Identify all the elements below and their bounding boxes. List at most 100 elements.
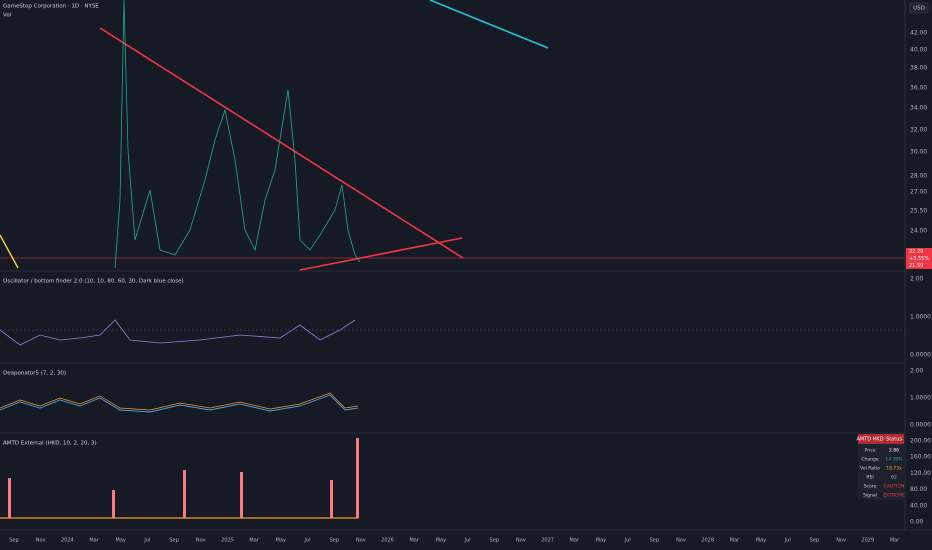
pane-tick-label: 80.00 — [910, 486, 927, 493]
table-cell: Vol Ratio — [860, 466, 880, 472]
time-tick-label: Jul — [464, 538, 471, 544]
time-tick-label: 2025 — [221, 538, 234, 544]
oscillator-line — [0, 319, 356, 346]
currency-button[interactable] — [909, 2, 929, 14]
time-tick-label: 2027 — [541, 538, 554, 544]
pane-tick-label: 200.00 — [910, 438, 931, 445]
price-tick-label: 38.00 — [910, 65, 927, 72]
pane-title: AMTD External (HKD, 10, 2, 20, 3) — [3, 441, 97, 447]
spike — [356, 438, 359, 518]
price-tick-label: 36.00 — [910, 85, 927, 92]
time-tick-label: Nov — [676, 538, 686, 544]
pane-tick-label: 2.00 — [910, 368, 924, 375]
table-cell: EXTREME — [883, 493, 904, 499]
time-tick-label: Mar — [89, 538, 99, 544]
chart-title: GameStop Corporation · 1D · NYSE — [3, 4, 99, 10]
table-header-bg — [858, 434, 904, 444]
spike — [240, 472, 243, 518]
price-tick-label: 27.00 — [910, 189, 927, 196]
time-tick-label: 2028 — [701, 538, 714, 544]
table-bg — [858, 434, 904, 500]
table-cell: 2.86 — [889, 448, 899, 454]
time-tick-label: May — [596, 538, 606, 544]
pane-tick-label: 1.0000 — [910, 395, 931, 402]
price-badge-text: 21.59 — [909, 263, 923, 269]
price-tick-label: 32.00 — [910, 127, 927, 134]
time-tick-label: Nov — [356, 538, 366, 544]
spike — [8, 478, 11, 518]
spike — [112, 490, 115, 518]
time-tick-label: Sep — [490, 538, 499, 544]
time-tick-label: Nov — [196, 538, 206, 544]
pane-tick-label: 0.0000 — [910, 352, 931, 359]
price-badge — [906, 255, 932, 262]
time-tick-label: Nov — [36, 538, 46, 544]
price-series — [114, 0, 361, 269]
pane-tick-label: 40.00 — [910, 502, 927, 509]
price-badge — [906, 248, 932, 255]
oscillator-line — [0, 392, 359, 411]
time-tick-label: May — [756, 538, 766, 544]
table-cell: CAUTION — [884, 484, 905, 490]
time-tick-label: Sep — [169, 538, 178, 544]
time-tick-label: Mar — [570, 538, 580, 544]
table-cell: Change — [861, 457, 878, 463]
price-tick-label: 34.00 — [910, 105, 927, 112]
price-badge — [906, 262, 932, 269]
time-tick-label: Sep — [9, 538, 18, 544]
pane-title: Deaponator5 (7, 2, 30) — [3, 371, 66, 377]
pane-tick-label: 2.00 — [910, 276, 924, 283]
time-tick-label: Jul — [624, 538, 631, 544]
price-tick-label: 40.00 — [910, 47, 927, 54]
spike — [330, 480, 333, 518]
time-tick-label: Nov — [836, 538, 846, 544]
oscillator-line — [0, 394, 359, 413]
currency[interactable]: USD — [913, 6, 925, 12]
time-tick-label: Jul — [784, 538, 791, 544]
time-tick-label: Mar — [730, 538, 740, 544]
table-header: Status — [886, 437, 902, 443]
time-tick-label: May — [276, 538, 286, 544]
trend-line — [99, 27, 464, 259]
time-tick-label: Mar — [249, 538, 259, 544]
time-tick-label: Jul — [303, 538, 310, 544]
price-tick-label: 25.50 — [910, 208, 927, 215]
time-tick-label: Jul — [143, 538, 150, 544]
price-tick-label: 30.00 — [910, 149, 927, 156]
volume-label: Vol — [3, 13, 12, 19]
time-tick-label: May — [116, 538, 126, 544]
table-cell: 14.39% — [885, 457, 903, 463]
table-header: AMTD HKD — [856, 437, 883, 443]
time-tick-label: Mar — [409, 538, 419, 544]
spike — [183, 470, 186, 518]
table-cell: Price — [865, 448, 876, 454]
price-badge-text: +3.55% — [909, 256, 929, 262]
time-tick-label: 2026 — [381, 538, 394, 544]
pane-tick-label: 120.00 — [910, 470, 931, 477]
time-tick-label: 2024 — [61, 538, 74, 544]
time-tick-label: May — [436, 538, 446, 544]
time-tick-label: Nov — [516, 538, 526, 544]
price-badge-text: 22.29 — [909, 249, 923, 255]
pane-tick-label: 0.0000 — [910, 422, 931, 429]
table-cell: RSI — [866, 475, 873, 481]
price-tick-label: 24.00 — [910, 228, 927, 235]
pane-tick-label: 0.00 — [910, 519, 924, 526]
table-cell: Score — [864, 484, 877, 490]
time-tick-label: Sep — [650, 538, 659, 544]
pane-tick-label: 1.0000 — [910, 314, 931, 321]
table-cell: Signal — [863, 493, 877, 499]
time-tick-label: Sep — [810, 538, 819, 544]
pane-title: Oscillator / bottom finder 2.0 (10, 10, … — [3, 279, 184, 285]
time-tick-label: 2029 — [861, 538, 874, 544]
time-tick-label: Mar — [890, 538, 900, 544]
price-tick-label: 42.00 — [910, 30, 927, 37]
table-cell: 62 — [891, 475, 897, 481]
trend-line — [0, 234, 19, 269]
trend-line — [429, 0, 549, 49]
price-tick-label: 28.00 — [910, 173, 927, 180]
table-cell: 18.73x — [886, 466, 902, 472]
trend-line — [299, 237, 463, 271]
